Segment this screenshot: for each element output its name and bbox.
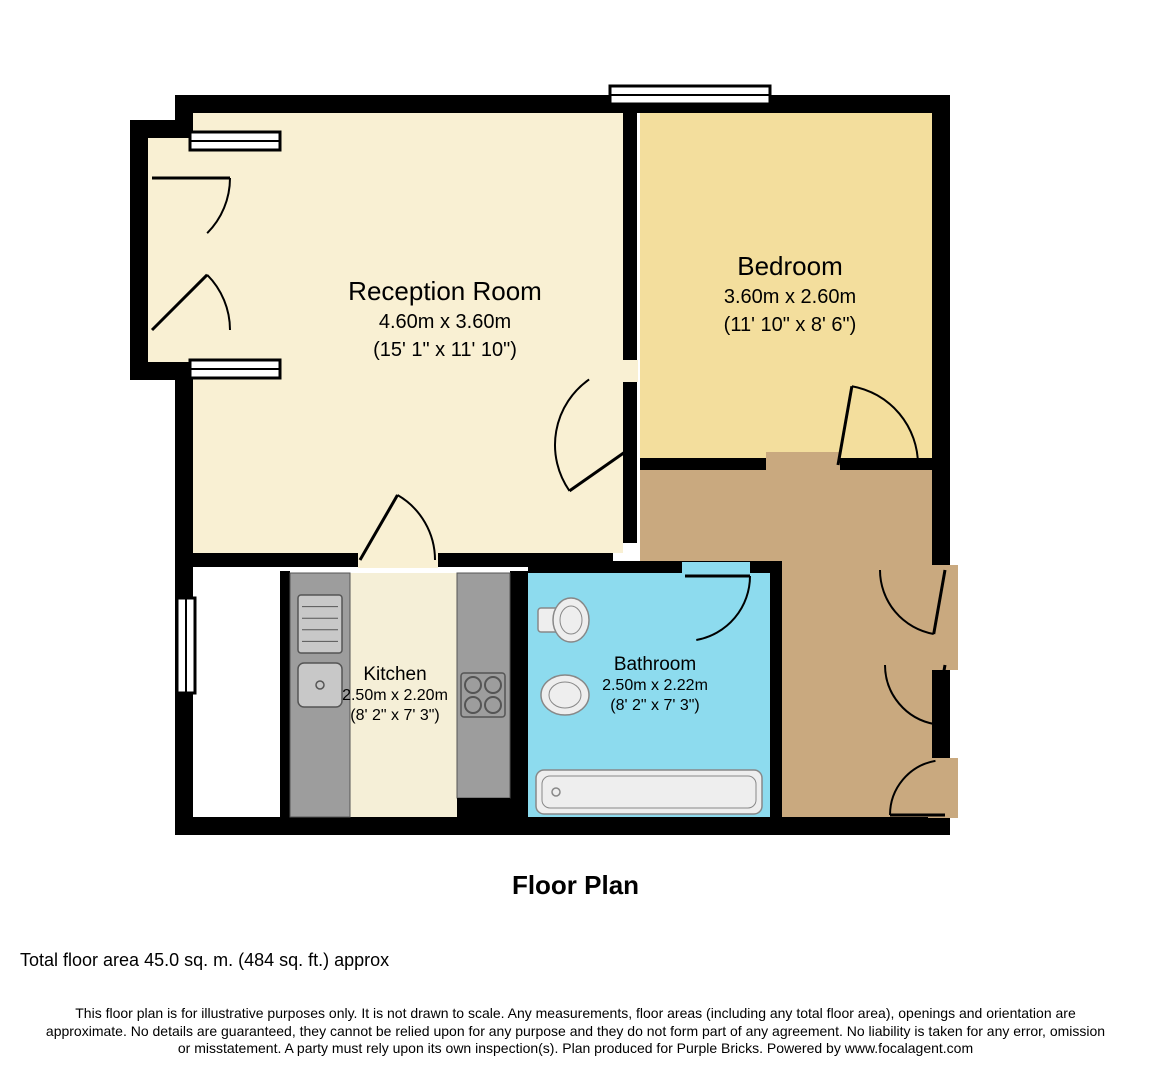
svg-text:2.50m x 2.20m: 2.50m x 2.20m xyxy=(342,687,448,704)
svg-text:(11' 10" x 8' 6"): (11' 10" x 8' 6") xyxy=(724,314,857,336)
svg-text:2.50m x 2.22m: 2.50m x 2.22m xyxy=(602,677,708,694)
disclaimer-text: This floor plan is for illustrative purp… xyxy=(40,1005,1111,1058)
svg-text:4.60m x 3.60m: 4.60m x 3.60m xyxy=(379,311,511,333)
floor-plan-container: Reception Room 4.60m x 3.60m (15' 1" x 11'… xyxy=(0,0,1151,1080)
floor-plan-svg: Reception Room 4.60m x 3.60m (15' 1" x 11'… xyxy=(0,0,1151,1080)
svg-text:Bathroom: Bathroom xyxy=(614,654,696,675)
plan-title: Floor Plan xyxy=(0,870,1151,901)
svg-text:(15' 1" x 11' 10"): (15' 1" x 11' 10") xyxy=(373,339,517,361)
svg-text:(8' 2" x 7' 3"): (8' 2" x 7' 3") xyxy=(610,697,700,714)
svg-text:(8' 2" x 7' 3"): (8' 2" x 7' 3") xyxy=(350,707,440,724)
svg-text:Bedroom: Bedroom xyxy=(737,251,843,281)
svg-text:Reception Room: Reception Room xyxy=(348,276,542,306)
svg-text:3.60m x 2.60m: 3.60m x 2.60m xyxy=(724,286,856,308)
total-area-text: Total floor area 45.0 sq. m. (484 sq. ft… xyxy=(20,950,389,971)
svg-text:Kitchen: Kitchen xyxy=(363,664,426,685)
